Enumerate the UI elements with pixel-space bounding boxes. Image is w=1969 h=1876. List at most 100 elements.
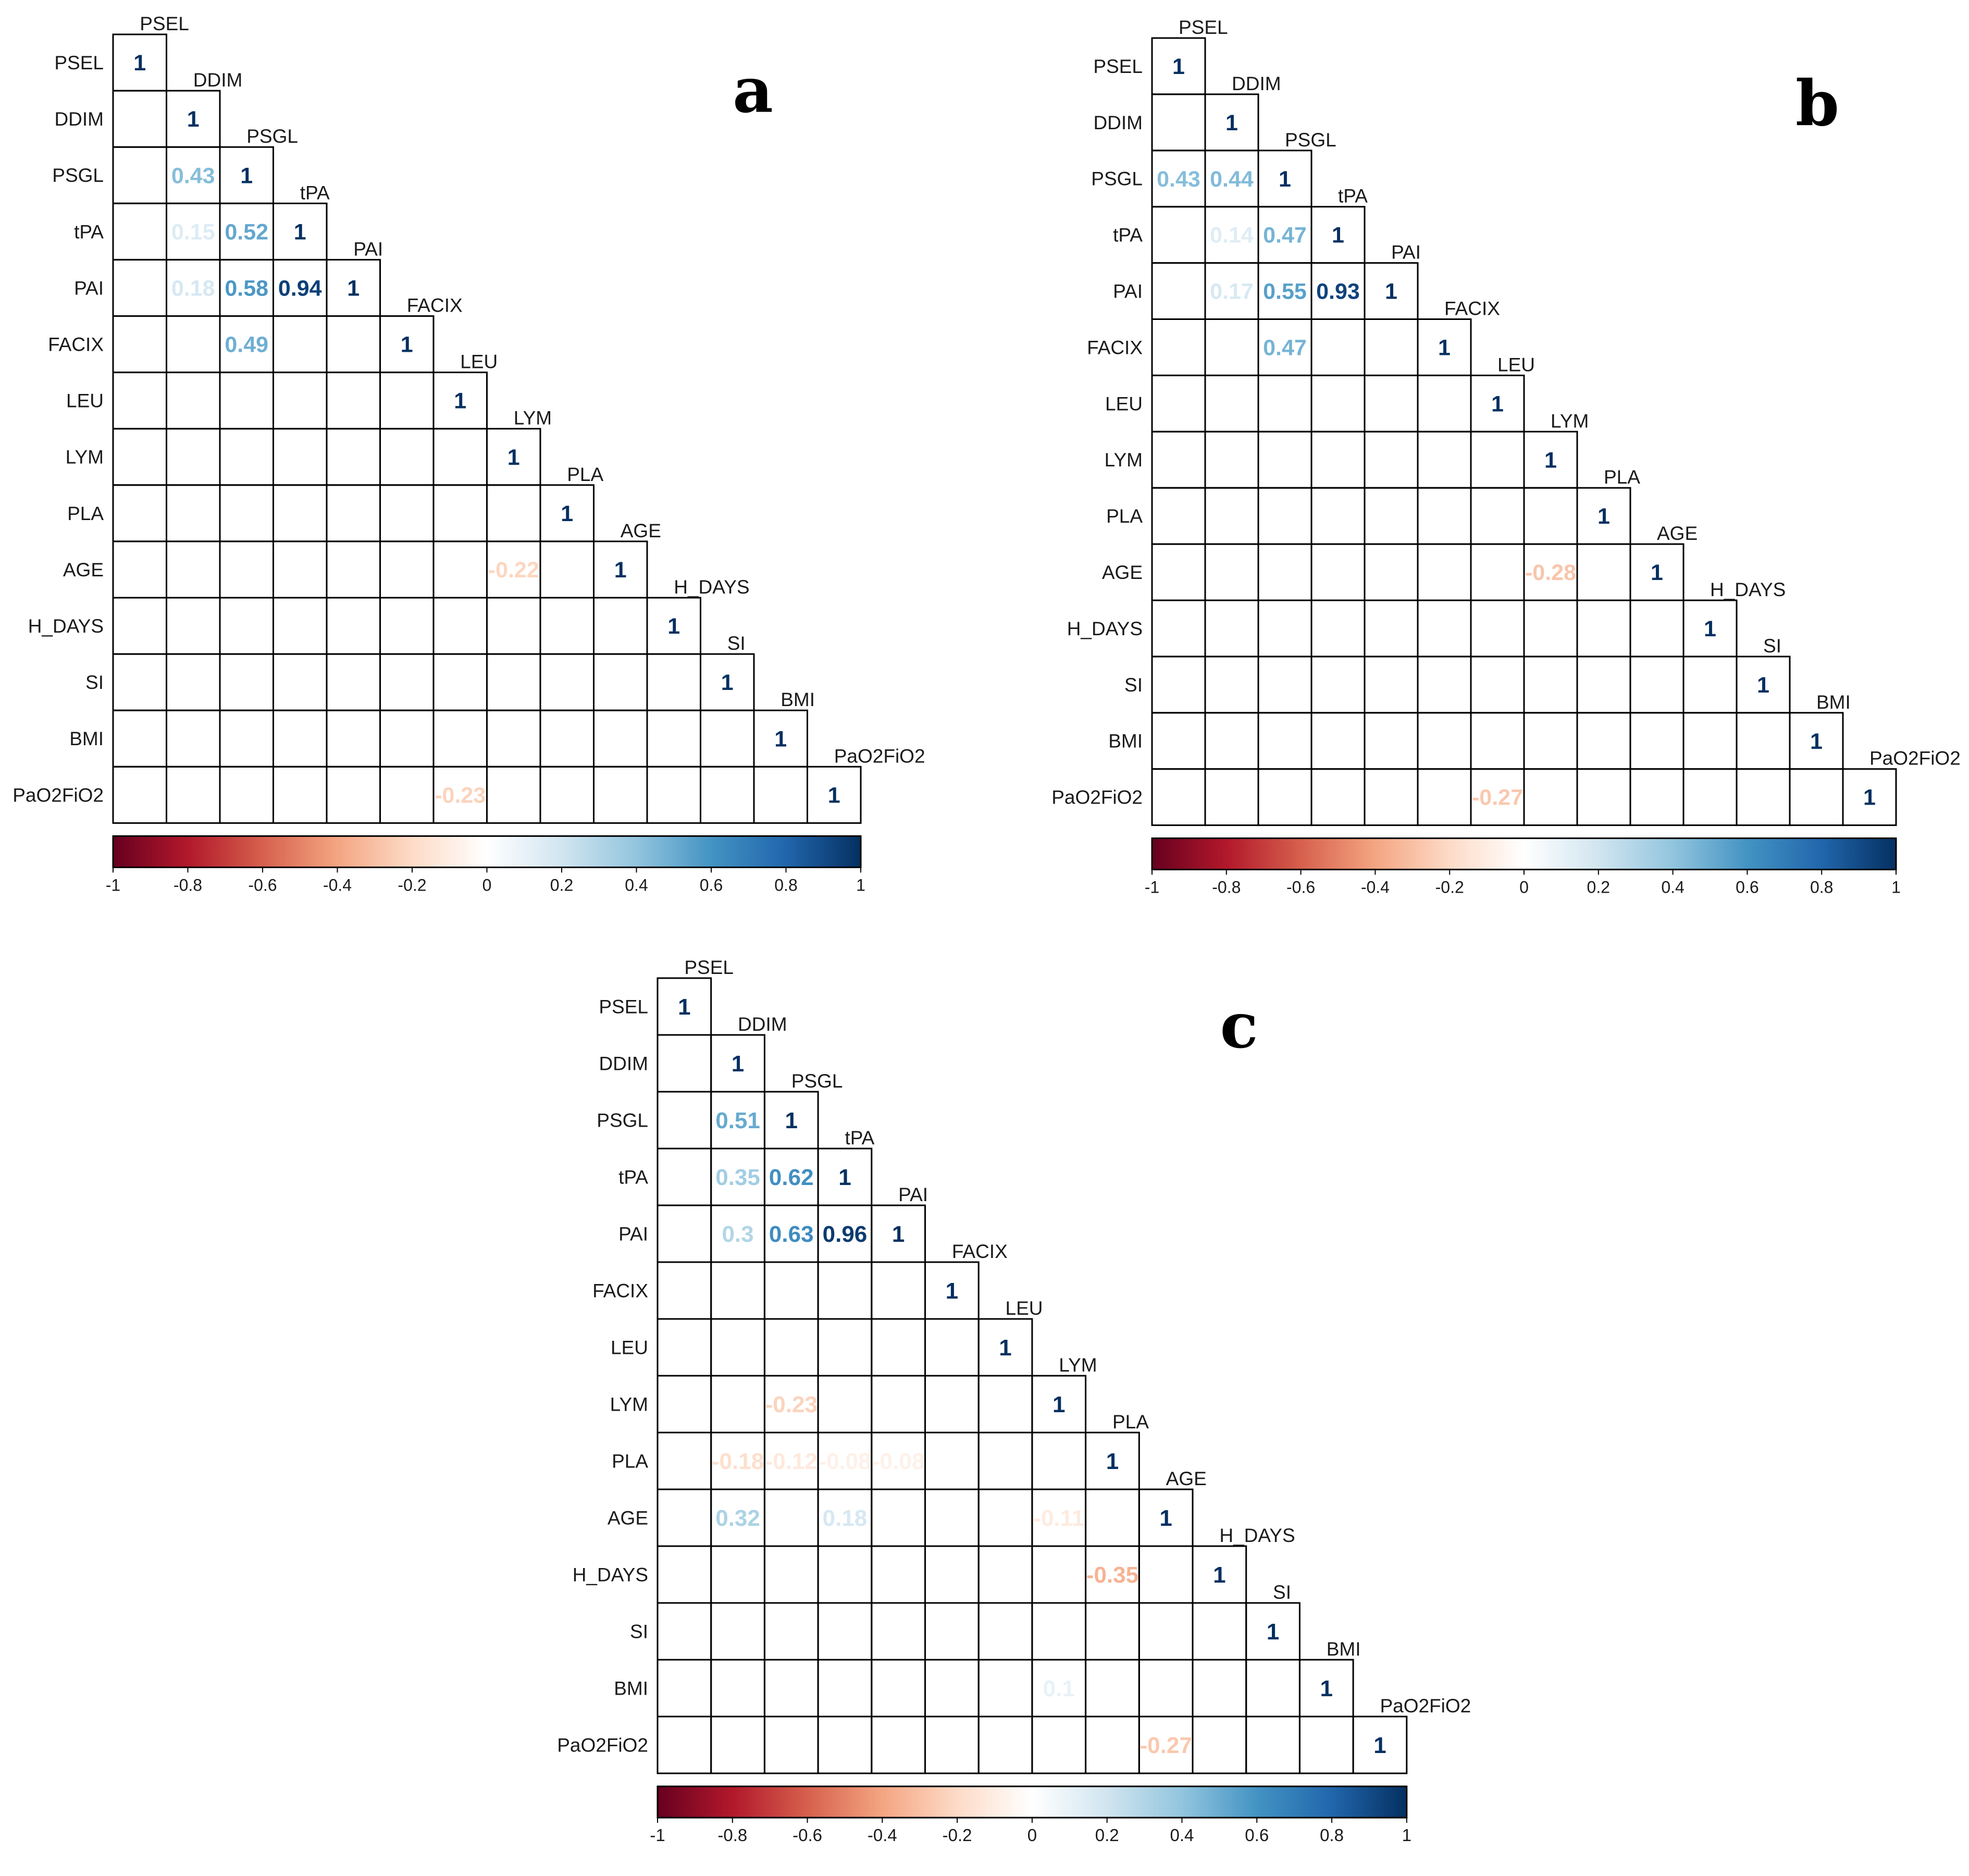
diagonal-coefficient: 1: [1213, 1562, 1225, 1588]
matrix-cell: [871, 1375, 926, 1434]
matrix-cell: [657, 1261, 712, 1320]
matrix-cell: [1523, 487, 1578, 545]
matrix-cell: [1352, 1715, 1408, 1774]
matrix-cell: [326, 484, 381, 542]
matrix-cell: [1364, 487, 1419, 545]
matrix-cell: [1682, 712, 1738, 770]
colorbar-tick-label: -0.4: [323, 875, 352, 894]
matrix-cell: [924, 1545, 980, 1604]
matrix-cell: [1576, 543, 1631, 601]
matrix-cell: [1682, 768, 1738, 826]
matrix-cell: [817, 1545, 873, 1604]
column-label: PaO2FiO2: [834, 745, 925, 767]
matrix-cell: [710, 1261, 765, 1320]
matrix-cell: [871, 1602, 926, 1661]
matrix-cell: [1151, 599, 1206, 658]
matrix-cell: [817, 1318, 873, 1377]
matrix-cell: [1629, 768, 1685, 826]
matrix-cell: [1257, 374, 1312, 433]
column-label: FACIX: [407, 295, 463, 316]
matrix-cell: [1204, 656, 1259, 714]
row-label: PSGL: [52, 165, 104, 186]
row-label: PSEL: [54, 52, 104, 73]
matrix-cell: [112, 653, 167, 711]
diagonal-coefficient: 1: [732, 1051, 744, 1077]
column-label: LYM: [1551, 410, 1589, 431]
matrix-cell: [700, 709, 755, 768]
matrix-cell: [112, 428, 167, 486]
matrix-cell: [539, 709, 595, 768]
column-label: LEU: [1006, 1298, 1043, 1319]
diagonal-coefficient: 1: [1172, 54, 1185, 79]
diagonal-coefficient: 1: [347, 276, 360, 301]
row-label: SI: [85, 672, 104, 693]
matrix-cell: [593, 597, 648, 655]
matrix-cell: [1085, 1602, 1140, 1661]
matrix-cell: [646, 766, 701, 824]
matrix-cell: [1257, 768, 1312, 826]
column-label: SI: [1273, 1582, 1291, 1603]
diagonal-coefficient: 1: [1491, 391, 1504, 416]
matrix-cell: [657, 1715, 712, 1774]
column-label: SI: [1763, 635, 1781, 657]
colorbar-tick-label: 0.2: [1587, 878, 1610, 897]
matrix-cell: [700, 766, 755, 824]
column-label: DDIM: [1232, 73, 1281, 94]
matrix-cell: [1138, 1659, 1194, 1718]
matrix-cell: [1364, 656, 1419, 714]
column-label: LYM: [1059, 1354, 1097, 1376]
column-label: DDIM: [193, 69, 243, 91]
matrix-cell: [1842, 768, 1897, 826]
matrix-cell: [924, 1488, 980, 1547]
matrix-cell: [657, 1659, 712, 1718]
colorbar-tick-label: -1: [1145, 878, 1159, 897]
row-label: AGE: [608, 1507, 648, 1528]
matrix-cell: [1470, 487, 1525, 545]
diagonal-coefficient: 1: [507, 445, 520, 470]
panel-b: b PSEL PSEL 1 DDIM DDIM 1 PSGL PSGL 1 tPA tPA 1 PAI PA…: [1051, 17, 1961, 897]
matrix-cell: [166, 540, 221, 599]
matrix-cell: [1257, 543, 1312, 601]
matrix-cell: [219, 709, 274, 768]
matrix-cell: [1085, 1715, 1140, 1774]
column-label: DDIM: [738, 1014, 787, 1035]
matrix-cell: [432, 428, 488, 486]
diagonal-coefficient: 1: [1279, 167, 1291, 192]
matrix-cell: [1364, 768, 1419, 826]
diagonal-coefficient: 1: [892, 1221, 905, 1247]
matrix-cell: [1204, 768, 1259, 826]
matrix-cell: [710, 1375, 765, 1434]
matrix-cell: [1417, 599, 1472, 658]
column-label: tPA: [300, 182, 330, 203]
matrix-cell: [486, 766, 541, 824]
colorbar-tick-label: 0: [482, 875, 492, 894]
diagonal-coefficient: 1: [1438, 336, 1451, 361]
matrix-cell: [112, 202, 167, 261]
matrix-cell: [593, 709, 648, 768]
matrix-cell: [1310, 487, 1366, 545]
diagonal-coefficient: 1: [1373, 1733, 1386, 1758]
colorbar-tick-label: -1: [106, 875, 120, 894]
matrix-cell: [646, 709, 701, 768]
matrix-cell: [1417, 656, 1472, 714]
matrix-cell: [1364, 430, 1419, 489]
diagonal-coefficient: 1: [1544, 448, 1557, 473]
matrix-cell: [657, 1034, 712, 1093]
row-label: PAI: [618, 1223, 648, 1244]
row-label: PaO2FiO2: [13, 784, 104, 806]
matrix-cell: [326, 372, 381, 430]
correlation-value: -0.27: [1140, 1733, 1192, 1758]
matrix-cell: [807, 766, 862, 824]
colorbar-tick-label: 1: [1402, 1825, 1411, 1845]
matrix-cell: [432, 540, 488, 599]
matrix-cell: [112, 766, 167, 824]
matrix-cell: [1310, 768, 1366, 826]
colorbar-tick-label: 1: [856, 875, 865, 894]
matrix-cell: [1364, 543, 1419, 601]
correlation-value: 0.93: [1316, 279, 1360, 304]
matrix-cell: [486, 484, 541, 542]
matrix-cell: [817, 1602, 873, 1661]
diagonal-coefficient: 1: [1320, 1676, 1333, 1701]
correlation-value: 0.17: [1210, 279, 1254, 304]
